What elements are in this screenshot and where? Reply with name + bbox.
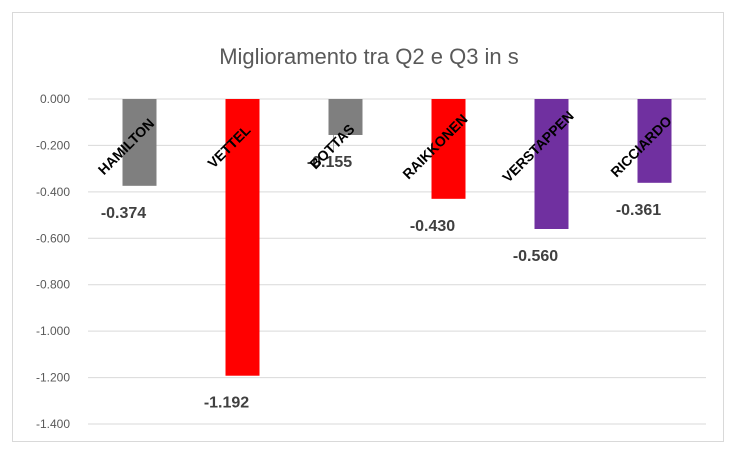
bar-raikkonen (431, 99, 466, 199)
y-tick-label: -1.000 (36, 324, 70, 338)
y-tick-label: -0.200 (36, 138, 70, 152)
bar-bottas (328, 99, 363, 135)
chart-title: Miglioramento tra Q2 e Q3 in s (219, 44, 519, 69)
y-tick-label: -0.400 (36, 185, 70, 199)
gridlines (88, 98, 706, 425)
data-label: -0.374 (101, 205, 146, 222)
y-tick-label: -1.200 (36, 371, 70, 385)
data-labels: -0.374 -1.192 -0.155 -0.430 -0.560 -0.361 (101, 134, 661, 412)
y-tick-label: 0.000 (40, 92, 70, 106)
category-labels: HAMILTON VETTEL BOTTAS RAIKKONEN VERSTAPPEN R… (95, 108, 675, 186)
bar-ricciardo (637, 99, 672, 183)
data-label: -0.560 (513, 248, 558, 265)
bar-vettel (225, 99, 260, 376)
y-tick-label: -1.400 (36, 417, 70, 431)
bar-hamilton (122, 99, 157, 186)
data-label: -0.155 (307, 154, 352, 171)
bars (122, 99, 672, 376)
data-label: -0.430 (410, 218, 455, 235)
data-label: -1.192 (204, 395, 249, 412)
y-tick-label: -0.800 (36, 278, 70, 292)
y-axis-tick-labels: 0.000 -0.200 -0.400 -0.600 -0.800 -1.000 -1.20… (36, 92, 70, 431)
data-label: -0.361 (616, 202, 661, 219)
chart-area (12, 12, 724, 442)
bar-verstappen (534, 99, 569, 229)
y-tick-label: -0.600 (36, 231, 70, 245)
